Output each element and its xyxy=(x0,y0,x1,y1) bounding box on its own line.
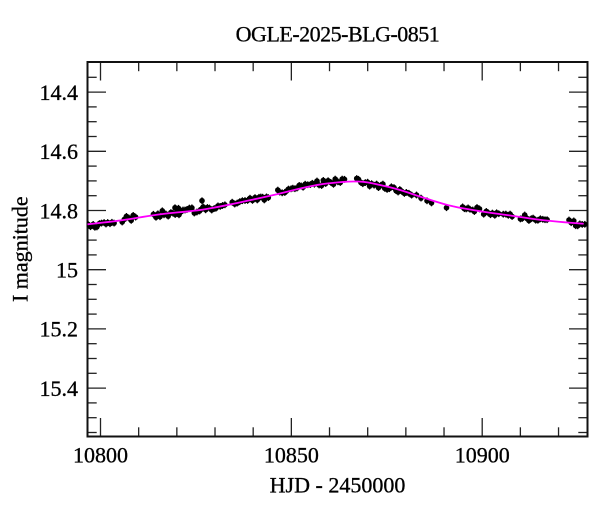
svg-text:14.6: 14.6 xyxy=(40,139,79,164)
svg-text:10800: 10800 xyxy=(73,443,128,468)
svg-text:I magnitude: I magnitude xyxy=(8,196,33,302)
svg-text:15: 15 xyxy=(56,258,78,283)
svg-text:15.2: 15.2 xyxy=(40,317,79,342)
svg-text:14.4: 14.4 xyxy=(40,80,79,105)
svg-text:14.8: 14.8 xyxy=(40,198,79,223)
svg-text:HJD - 2450000: HJD - 2450000 xyxy=(270,473,406,498)
svg-text:15.4: 15.4 xyxy=(40,376,79,401)
svg-text:10900: 10900 xyxy=(455,443,510,468)
svg-text:OGLE-2025-BLG-0851: OGLE-2025-BLG-0851 xyxy=(236,22,440,47)
svg-text:10850: 10850 xyxy=(264,443,319,468)
